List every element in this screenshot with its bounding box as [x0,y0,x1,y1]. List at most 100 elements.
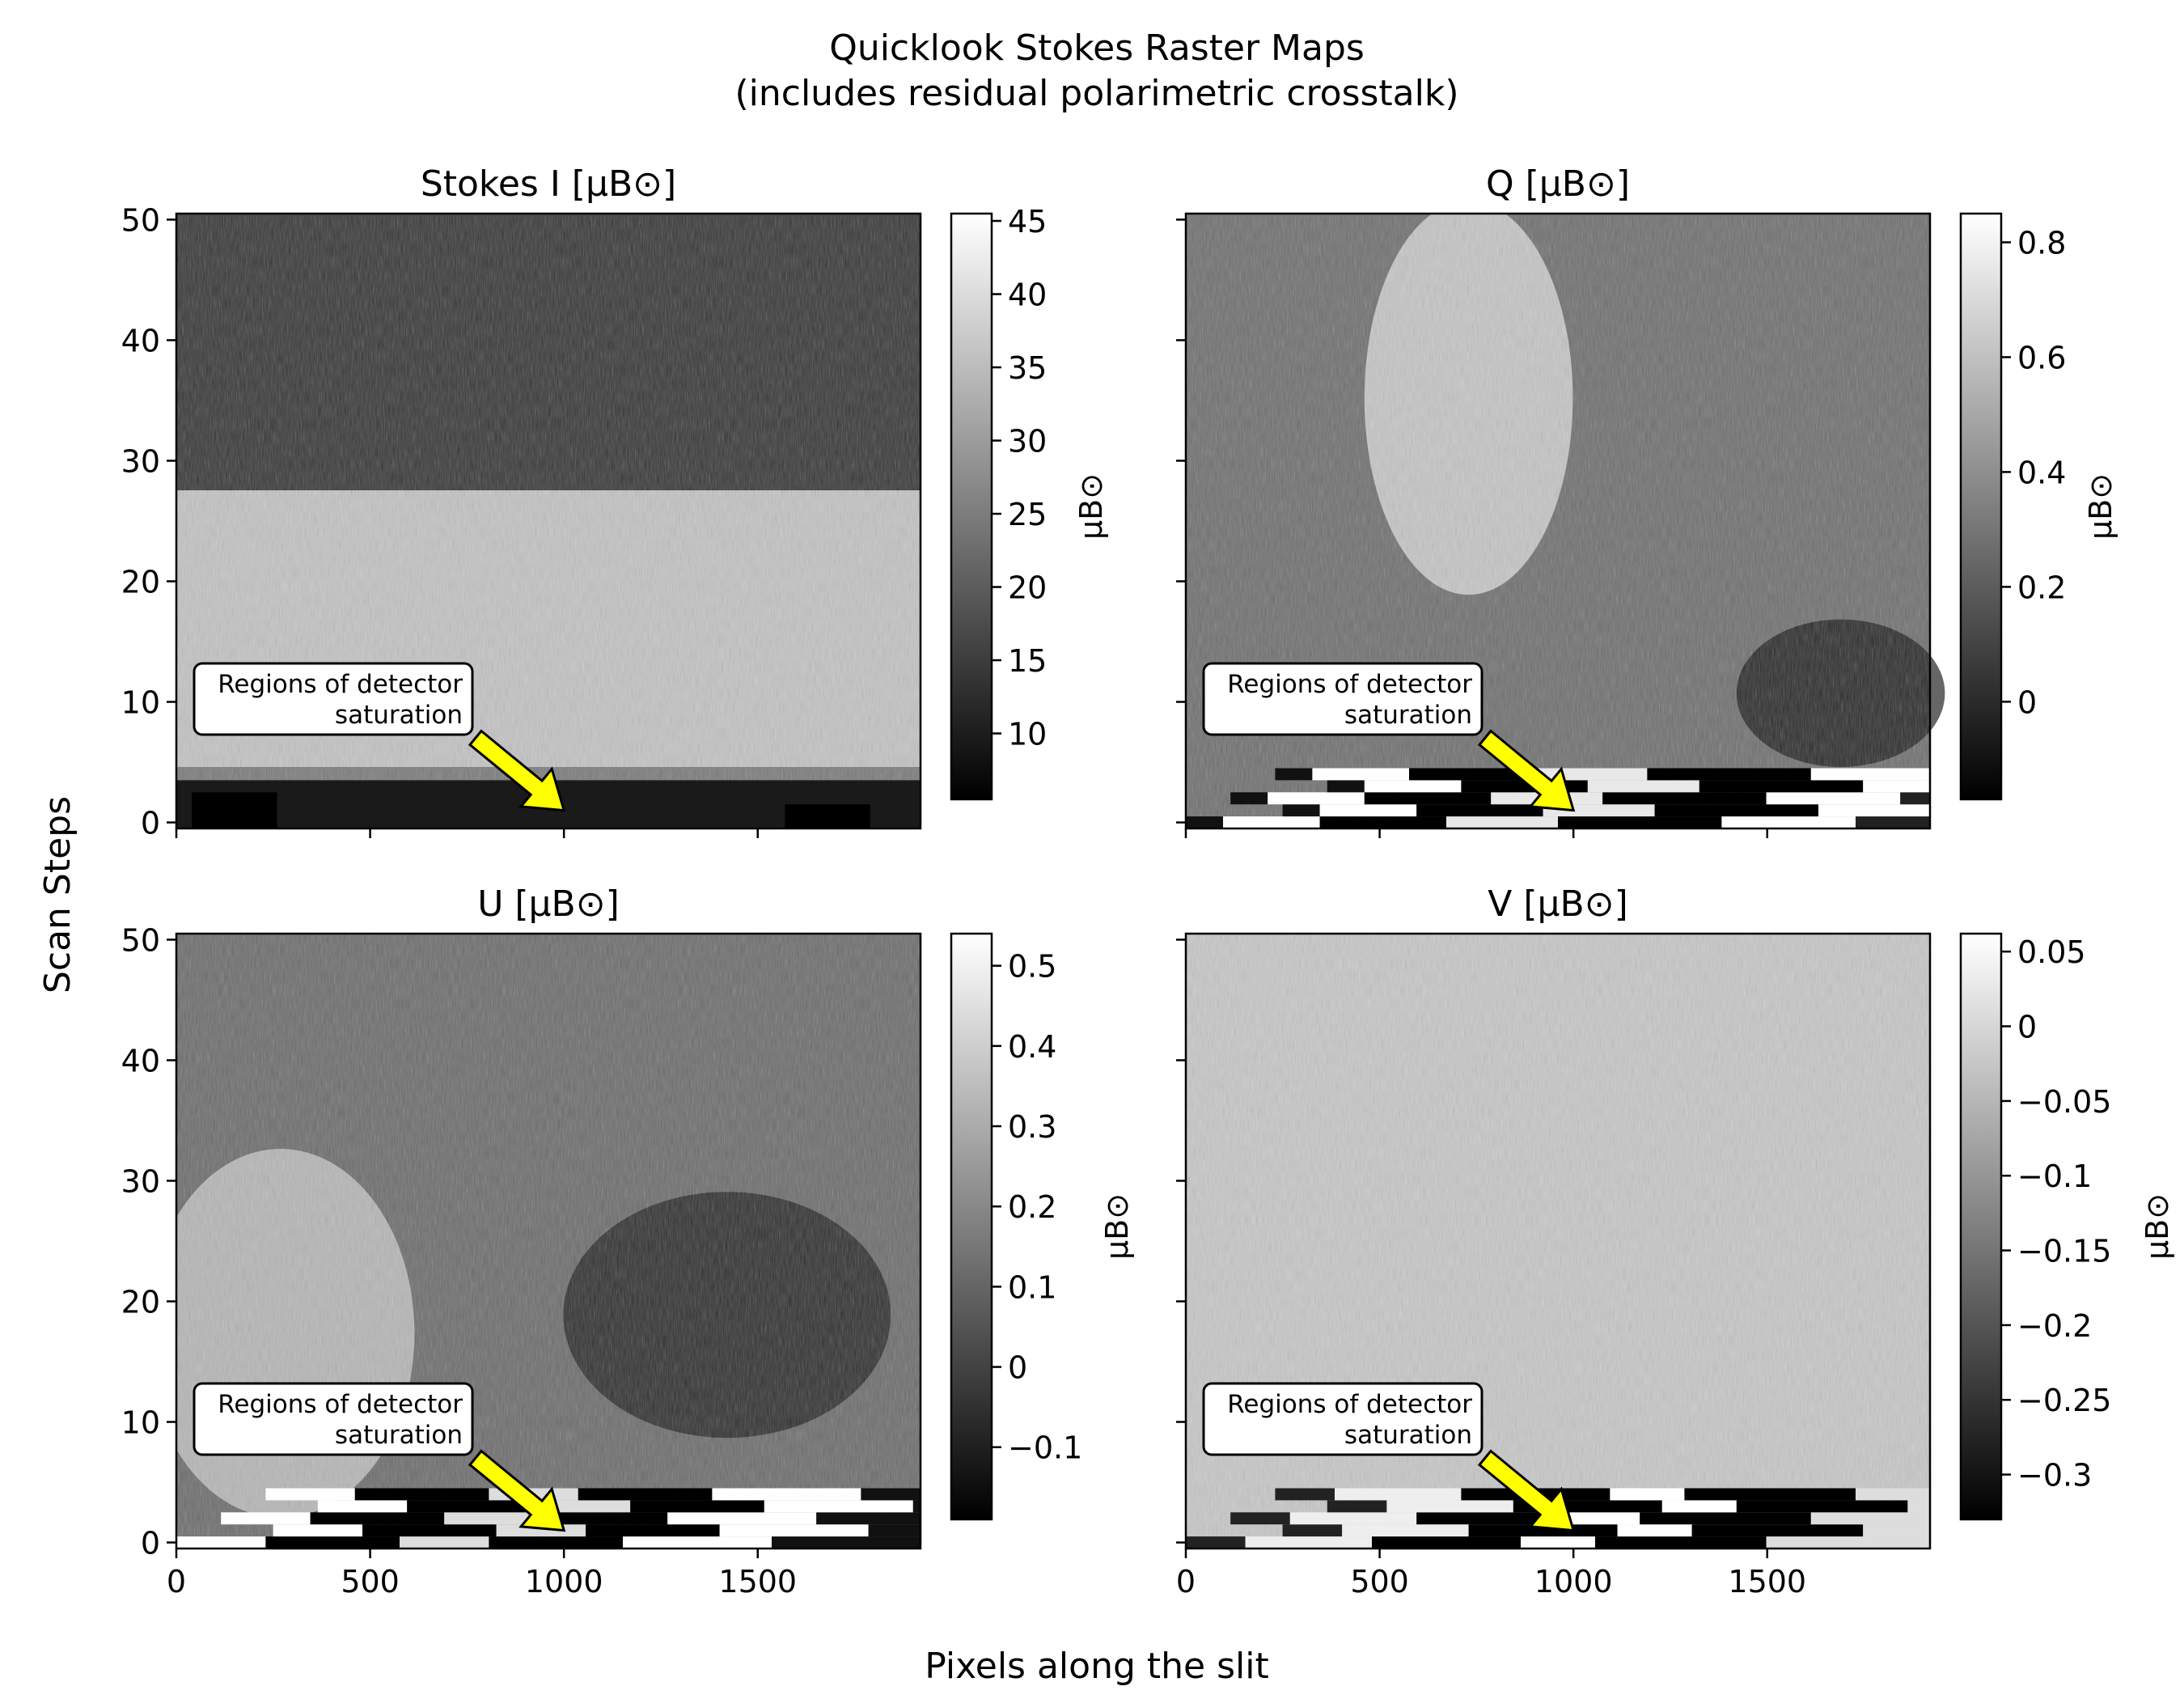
colorbar-tick-label: 0.5 [1008,949,1056,985]
colorbar-tick-label: 15 [1008,643,1047,679]
saturation-stripe [265,1536,400,1549]
saturation-stripe [1364,792,1492,805]
annotation-arrow [468,1449,566,1532]
saturation-stripe [1521,1536,1595,1549]
saturation-stripe [1617,1524,1692,1537]
axes-frame [1184,932,1932,1550]
annotation-text: Regions of detector [1227,670,1472,699]
panel-1: Stokes I [μB⊙] 0 10 20 30 40 50 Regions of dete… [121,163,1109,841]
colorbar-tick-label: 0.05 [2017,934,2086,970]
colorbar-tick-label: −0.2 [2017,1308,2092,1344]
panels: Stokes I [μB⊙] 0 10 20 30 40 50 Regions of dete… [121,163,2175,1599]
saturation-stripe [1282,1524,1343,1537]
colorbar-tick-label: 0.3 [1008,1109,1056,1145]
saturation-stripe [764,1500,913,1513]
saturation-stripe [1818,804,1930,817]
saturation-stripe [1335,1488,1462,1501]
colorbar-tick-label: 0.8 [2017,225,2066,261]
panel-title: Stokes I [μB⊙] [421,163,676,205]
saturation-stripe [623,1536,772,1549]
saturation-stripe [630,1500,764,1513]
heatmap-noise [176,934,921,1549]
saturation-stripe [1416,1512,1566,1525]
saturation-stripe [1856,816,1930,828]
y-tick-label: 40 [121,323,160,358]
annotation-text: saturation [335,701,463,730]
saturation-stripe [1721,816,1856,828]
saturation-stripe [540,1500,631,1513]
colorbar-tick-label: 0.6 [2017,340,2066,375]
saturation-stripe [1900,792,1930,805]
colorbar-tick-label: −0.3 [2017,1458,2092,1494]
saturation-stripe [1319,816,1446,828]
saturation-stripe [310,1512,445,1525]
saturation-stripe [1684,1488,1856,1501]
saturation-stripe [868,1524,921,1537]
saturation-stripe [1282,804,1320,817]
saturation-stripe [1364,780,1462,793]
saturation-stripe [273,1524,362,1537]
colorbar-tick-label: −0.1 [2017,1159,2092,1194]
saturation-stripe [1230,792,1268,805]
saturation-stripe [1245,1536,1372,1549]
saturation-stripe [317,1500,408,1513]
annotation-text: saturation [1344,701,1472,730]
annotation-text: saturation [335,1421,463,1450]
y-tick-label: 30 [121,1163,160,1199]
saturation-stripe [1223,816,1320,828]
colorbar-tick-label: 0.2 [1008,1189,1056,1225]
colorbar-tick-label: 0.4 [1008,1029,1056,1065]
colorbar-tick-label: 45 [1008,204,1047,239]
saturation-stripe [1327,1500,1387,1513]
saturation-stripe [1810,1512,1930,1525]
colorbar-tick-label: 0 [2017,684,2037,720]
heatmap-noise [176,214,921,828]
colorbar-tick-label: −0.15 [2017,1234,2111,1269]
saturation-stripe [444,1512,534,1525]
saturation-stripe [1565,1512,1640,1525]
saturation-stripe [1186,816,1223,828]
saturation-stripe [1312,768,1409,781]
colorbar-tick-label: 25 [1008,497,1047,532]
saturation-stripe [1230,1512,1290,1525]
y-tick-label: 20 [121,1285,160,1320]
colorbar-label: μB⊙ [2140,1193,2175,1260]
panel-title: Q [μB⊙] [1486,163,1630,205]
saturation-stripe [1558,816,1722,828]
saturation-stripe [1289,1512,1417,1525]
y-tick-label: 50 [121,202,160,238]
saturation-stripe [1602,792,1767,805]
saturation-stripe [221,1512,311,1525]
x-tick-label: 1000 [525,1564,603,1599]
panel-title: U [μB⊙] [477,883,620,925]
saturation-stripe [861,1488,921,1501]
saturation-stripe [1268,792,1365,805]
x-tick-label: 0 [167,1564,186,1599]
y-tick-label: 40 [121,1043,160,1078]
x-tick-label: 1500 [1728,1564,1806,1599]
axes-frame [1184,212,1932,830]
colorbar-label: μB⊙ [1073,473,1109,540]
annotation-arrow [1477,729,1576,812]
saturation-stripe [667,1512,817,1525]
saturation-stripe [1275,1488,1335,1501]
panel-title: V [μB⊙] [1488,883,1627,925]
saturation-stripe [1856,1488,1930,1501]
saturation-stripe [1691,1524,1864,1537]
saturation-stripe [912,1500,921,1513]
y-tick-label: 20 [121,565,160,600]
saturation-stripe [1654,804,1818,817]
x-tick-label: 0 [1176,1564,1196,1599]
y-tick-label: 10 [121,685,160,721]
figure-title-line2: (includes residual polarimetric crosstal… [734,73,1458,114]
annotation-text: Regions of detector [218,670,463,699]
colorbar-tick-label: 20 [1008,570,1047,606]
saturation-stripe [362,1524,497,1537]
x-tick-label: 500 [341,1564,400,1599]
saturation-stripe [1810,768,1930,781]
saturation-stripe [1186,1536,1246,1549]
saturation-block [192,792,277,828]
saturation-stripe [1647,768,1811,781]
saturation-stripe [1409,768,1536,781]
